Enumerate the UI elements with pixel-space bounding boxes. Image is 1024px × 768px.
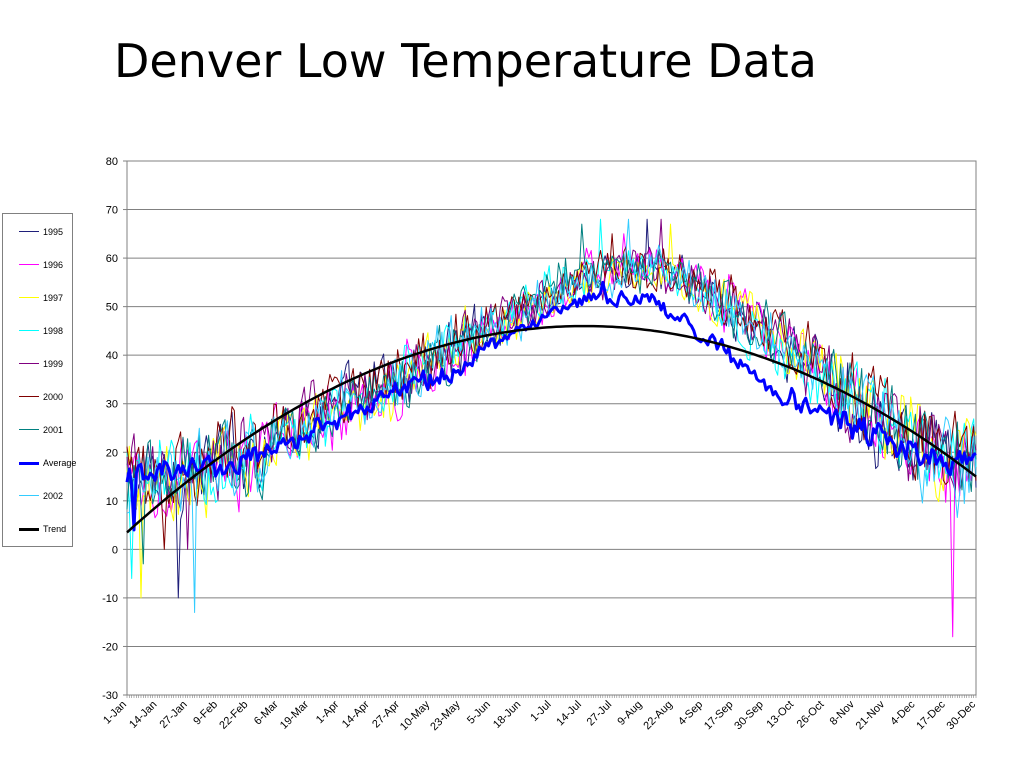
x-tick-label: 14-Jan <box>127 699 159 731</box>
y-tick-label: -10 <box>102 593 118 605</box>
legend-swatch <box>19 396 39 397</box>
series-line-2002 <box>126 218 977 613</box>
legend-item-1997: 1997 <box>3 291 72 305</box>
legend-label: Average <box>43 458 77 468</box>
legend: 1995 1996 1997 1998 1999 2000 2001 Average 2002 T… <box>2 213 76 547</box>
y-tick-label: 60 <box>106 253 118 265</box>
y-tick-label: 10 <box>106 496 118 508</box>
x-tick-label: 27-Apr <box>370 698 402 730</box>
x-tick-label: 30-Dec <box>945 698 979 732</box>
legend-item-trend: Trend <box>3 522 72 536</box>
y-tick-label: 20 <box>106 447 118 459</box>
series-line-2001 <box>126 223 977 565</box>
legend-label: 2001 <box>43 425 64 435</box>
x-tick-label: 27-Jan <box>157 699 189 731</box>
legend-swatch <box>19 429 39 430</box>
legend-item-1995: 1995 <box>3 225 72 239</box>
grid-lines <box>127 160 976 696</box>
series-layer <box>125 218 977 638</box>
legend-item-2001: 2001 <box>3 423 72 437</box>
x-tick-label: 1-Apr <box>314 698 342 726</box>
x-tick-label: 13-Oct <box>764 699 796 731</box>
legend-swatch <box>19 363 39 364</box>
x-tick-label: 1-Jan <box>101 699 129 727</box>
legend-label: 1996 <box>43 260 64 270</box>
x-tick-label: 5-Jun <box>465 699 493 727</box>
y-tick-label: 80 <box>106 156 118 168</box>
legend-label: Trend <box>43 524 67 534</box>
legend-swatch <box>19 297 39 298</box>
x-tick-label: 26-Oct <box>795 699 827 731</box>
legend-item-2000: 2000 <box>3 390 72 404</box>
legend-swatch <box>19 231 39 232</box>
legend-label: 2000 <box>43 392 64 402</box>
legend-item-1999: 1999 <box>3 357 72 371</box>
legend-label: 1998 <box>43 326 64 336</box>
legend-item-1996: 1996 <box>3 258 72 272</box>
legend-swatch <box>19 330 39 331</box>
x-tick-label: 17-Dec <box>914 698 948 732</box>
legend-swatch <box>19 495 39 496</box>
x-tick-label: 9-Feb <box>191 699 220 728</box>
legend-item-1998: 1998 <box>3 324 72 338</box>
y-tick-label: 40 <box>106 350 118 362</box>
legend-item-average: Average <box>3 456 76 470</box>
legend-swatch <box>19 528 39 531</box>
x-tick-label: 22-Feb <box>217 699 250 732</box>
x-tick-label: 10-May <box>398 698 433 733</box>
x-tick-label: 1-Jul <box>528 699 553 724</box>
legend-item-2002: 2002 <box>3 489 72 503</box>
x-tick-label: 30-Sep <box>732 699 766 733</box>
y-axis: 80 70 60 50 40 30 20 10 0 -10 -20 -30 <box>102 156 127 702</box>
x-tick-label: 18-Jun <box>491 699 523 731</box>
x-tick-label: 14-Apr <box>340 698 372 730</box>
y-tick-label: 70 <box>106 205 118 217</box>
legend-label: 1997 <box>43 293 64 303</box>
y-tick-label: -30 <box>102 690 118 702</box>
x-tick-label: 6-Mar <box>252 698 281 727</box>
legend-label: 2002 <box>43 491 64 501</box>
legend-label: 1995 <box>43 227 64 237</box>
y-tick-label: -20 <box>102 641 118 653</box>
legend-swatch <box>19 462 39 465</box>
y-tick-label: 50 <box>106 302 118 314</box>
x-tick-label: 21-Nov <box>854 698 888 732</box>
series-line-average <box>125 280 977 532</box>
x-tick-label: 14-Jul <box>554 699 584 729</box>
y-tick-label: 30 <box>106 399 118 411</box>
x-tick-label: 17-Sep <box>702 699 736 733</box>
x-tick-label: 27-Jul <box>585 699 615 729</box>
y-tick-label: 0 <box>112 544 118 556</box>
plot-area <box>126 160 977 696</box>
x-tick-label: 23-May <box>428 698 463 733</box>
page-title: Denver Low Temperature Data <box>114 34 817 88</box>
legend-label: 1999 <box>43 359 64 369</box>
x-tick-label: 22-Aug <box>641 699 675 733</box>
legend-swatch <box>19 264 39 265</box>
series-line-trend <box>126 324 977 534</box>
x-tick-label: 19-Mar <box>278 698 311 731</box>
